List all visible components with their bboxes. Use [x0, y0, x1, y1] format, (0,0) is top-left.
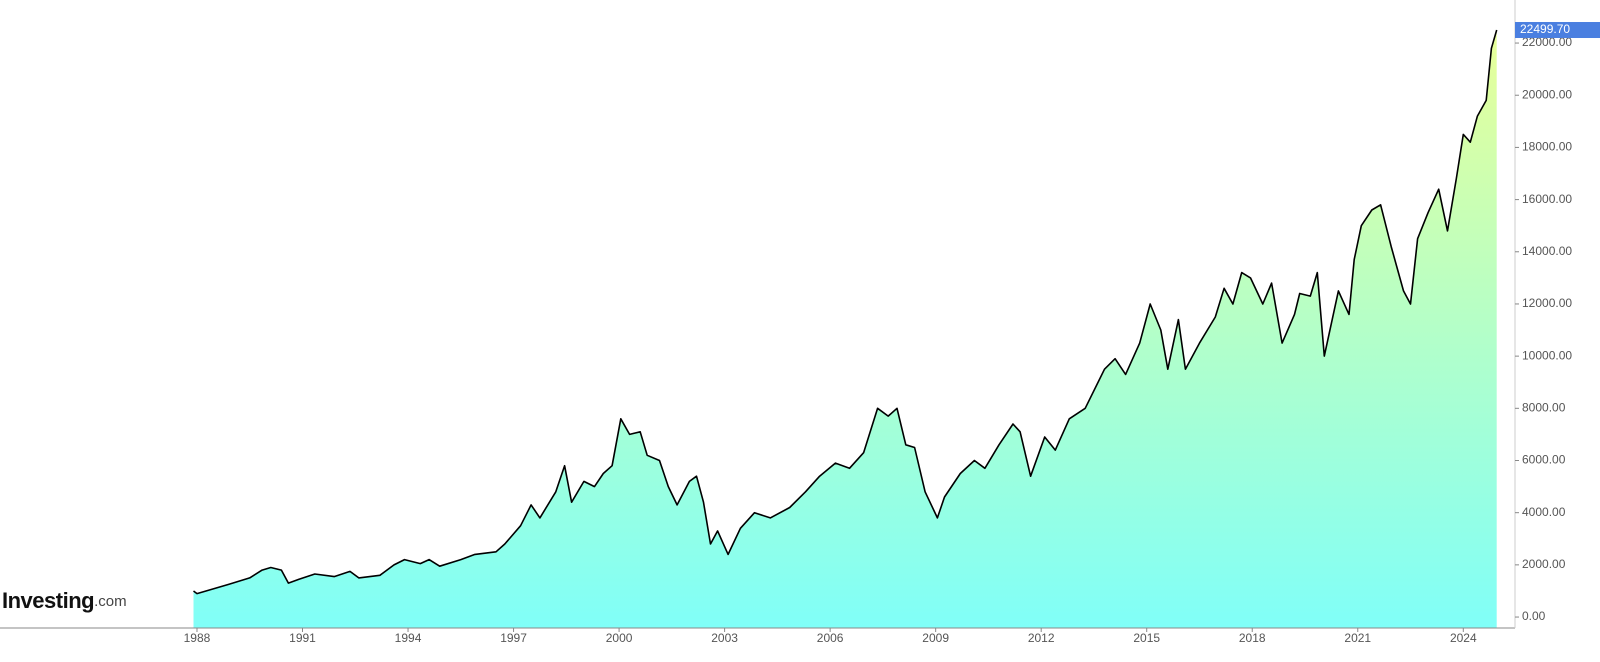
x-tick-label: 2009 — [922, 631, 949, 645]
x-tick-label: 2000 — [606, 631, 633, 645]
y-tick-label: 14000.00 — [1522, 244, 1572, 258]
x-tick-label: 2012 — [1028, 631, 1055, 645]
x-tick-label: 2024 — [1450, 631, 1477, 645]
price-label: 22499.70 — [1520, 22, 1570, 36]
y-tick-label: 20000.00 — [1522, 87, 1572, 101]
x-tick-label: 1994 — [395, 631, 422, 645]
y-tick-label: 4000.00 — [1522, 505, 1566, 519]
x-tick-label: 2003 — [711, 631, 738, 645]
y-tick-label: 22000.00 — [1522, 35, 1572, 49]
watermark: Investing.com — [2, 588, 127, 613]
y-tick-label: 12000.00 — [1522, 296, 1572, 310]
x-tick-label: 2021 — [1344, 631, 1371, 645]
price-badge — [1515, 22, 1600, 39]
y-tick-label: 10000.00 — [1522, 348, 1572, 362]
x-tick-label: 1991 — [289, 631, 316, 645]
price-line — [193, 29, 1498, 595]
y-tick-label: 6000.00 — [1522, 453, 1566, 467]
y-tick-label: 8000.00 — [1522, 400, 1566, 414]
y-tick-label: 18000.00 — [1522, 140, 1572, 154]
x-tick-label: 2006 — [817, 631, 844, 645]
watermark-brand: Investing — [2, 588, 94, 613]
watermark-domain: .com — [94, 593, 127, 610]
y-tick-label: 2000.00 — [1522, 557, 1566, 571]
x-tick-label: 2015 — [1133, 631, 1160, 645]
x-tick-label: 1988 — [184, 631, 211, 645]
y-tick-label: 16000.00 — [1522, 192, 1572, 206]
area-fill — [193, 30, 1497, 628]
y-tick-label: 0.00 — [1522, 609, 1546, 623]
x-tick-label: 1997 — [500, 631, 527, 645]
x-tick-label: 2018 — [1239, 631, 1266, 645]
